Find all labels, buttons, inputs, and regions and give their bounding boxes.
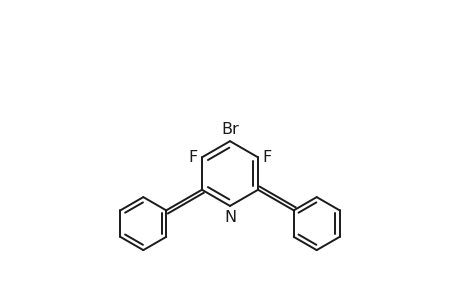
Text: N: N	[224, 210, 235, 225]
Text: F: F	[261, 150, 270, 165]
Text: Br: Br	[221, 122, 238, 137]
Text: F: F	[189, 150, 198, 165]
